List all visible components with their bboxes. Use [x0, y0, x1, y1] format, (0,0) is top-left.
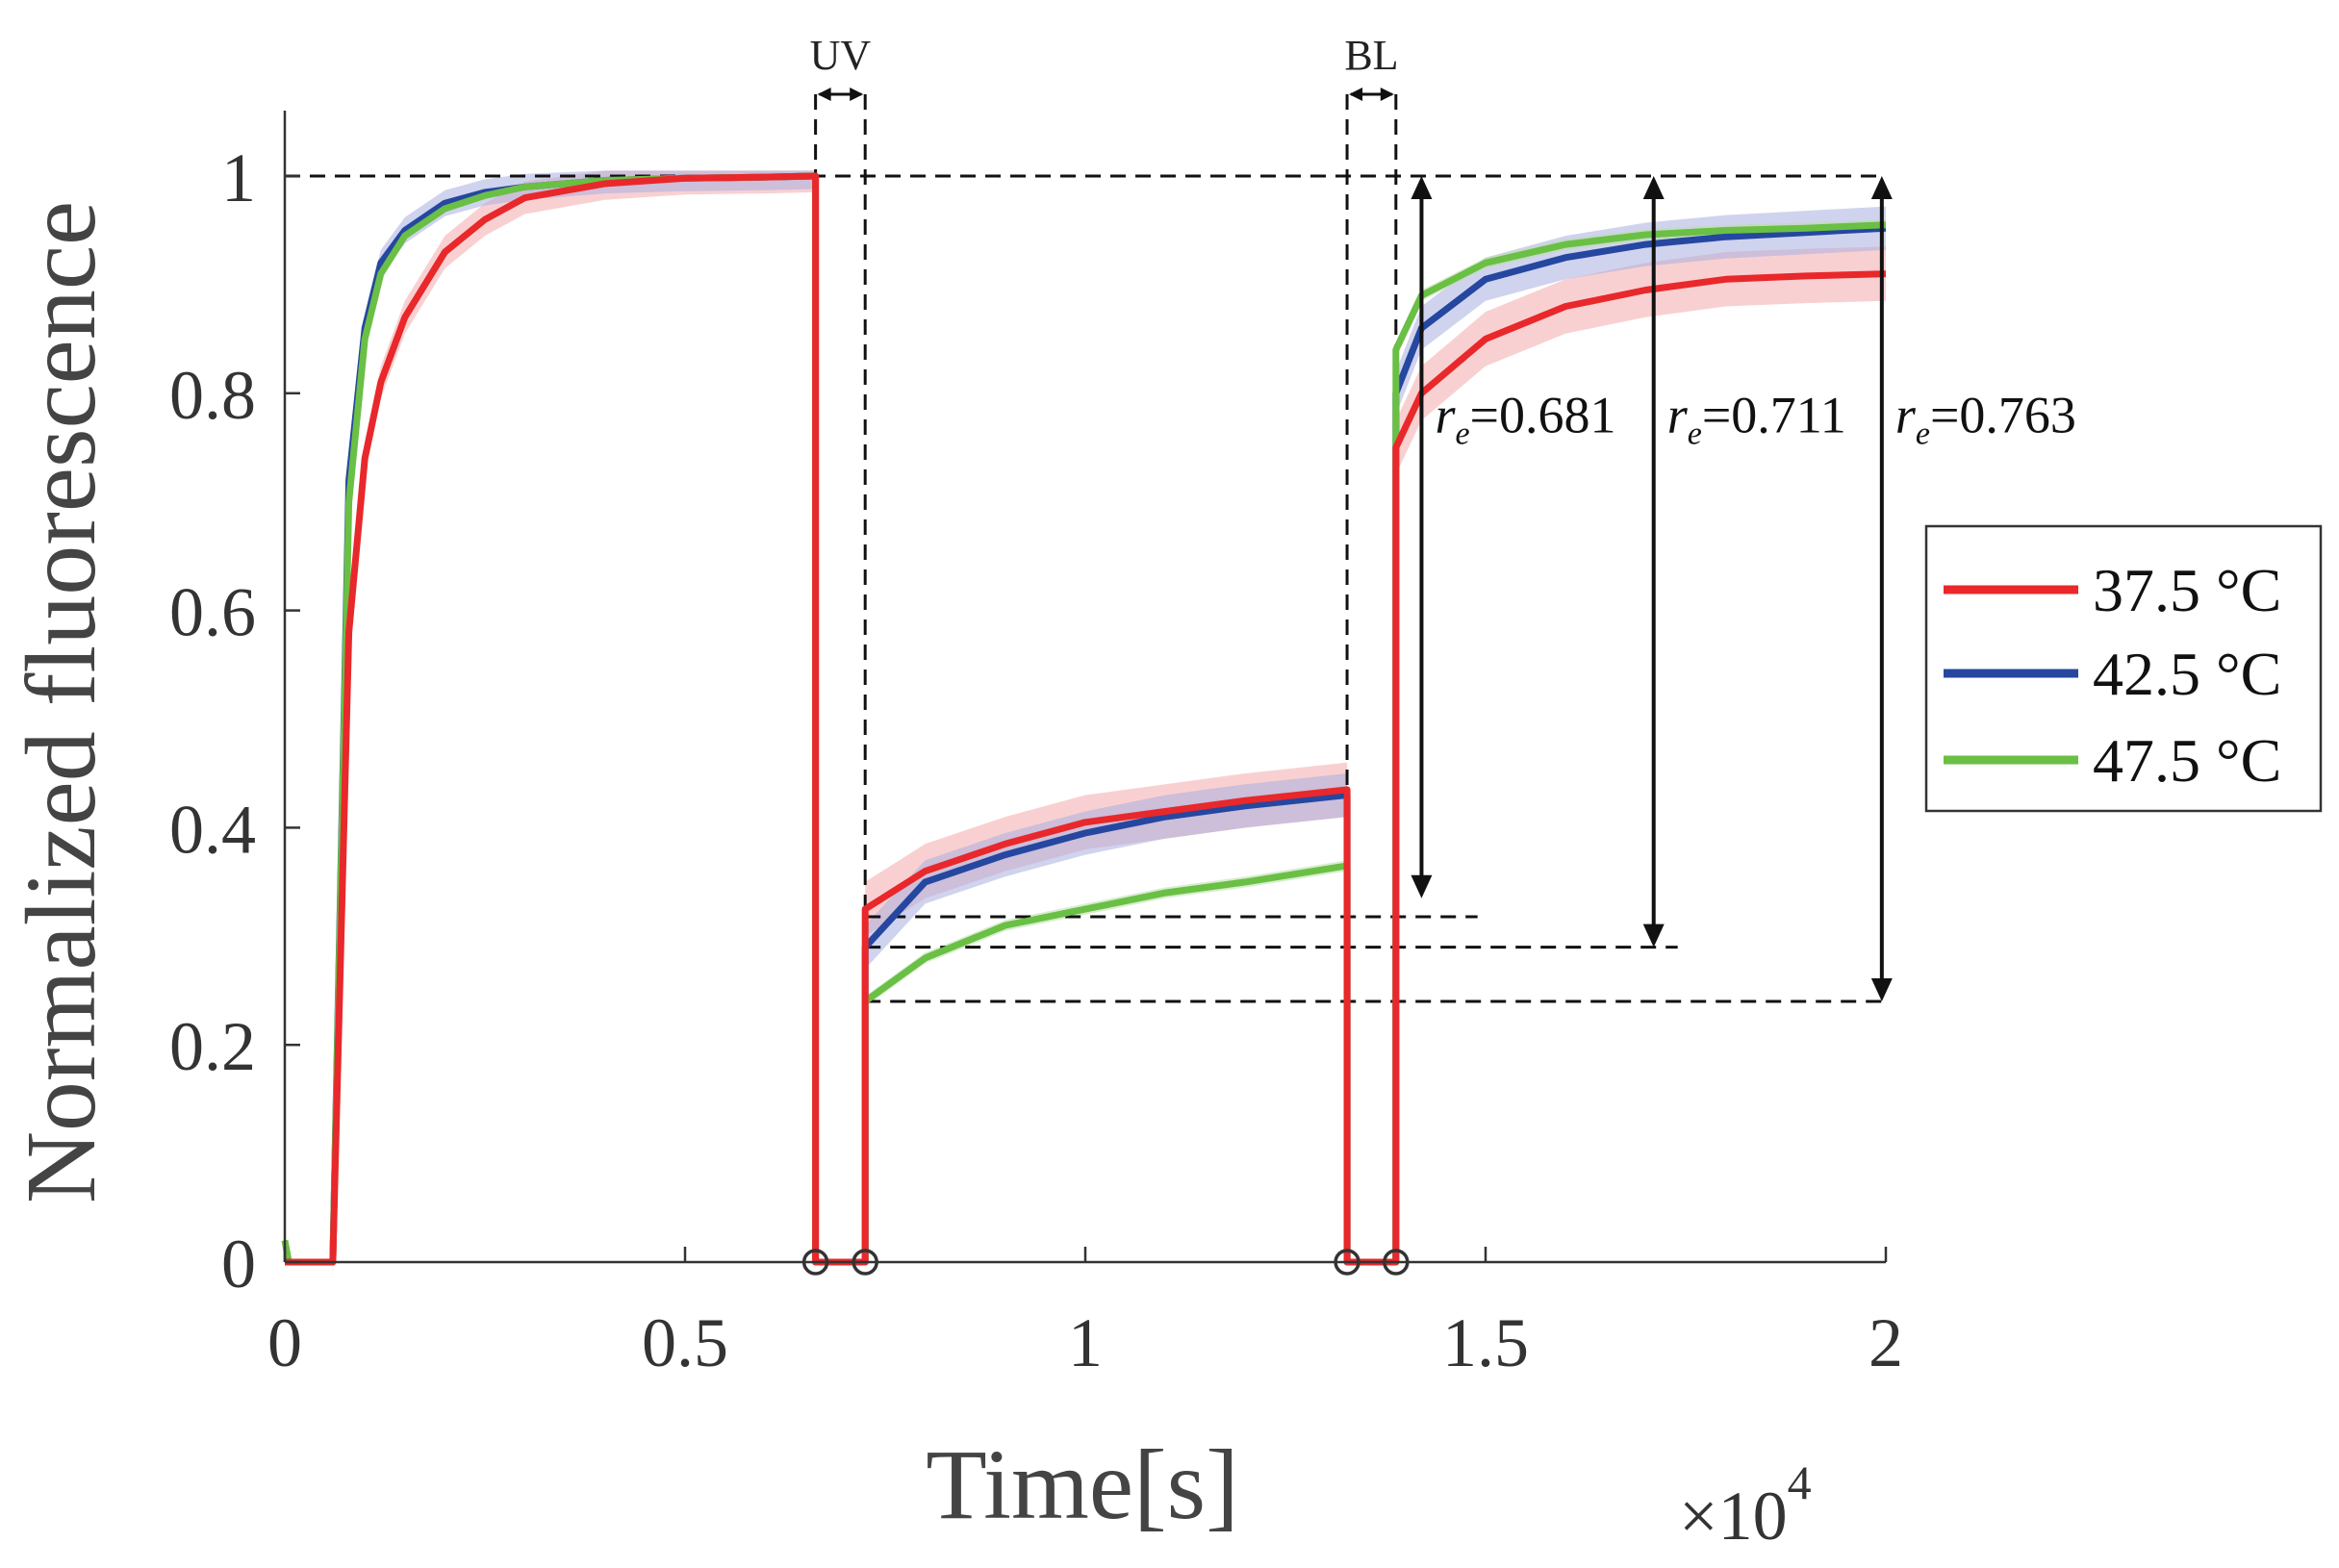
- band-0-0: [332, 170, 816, 1278]
- r-label-0: re=0.681: [1435, 386, 1615, 451]
- phase-label-0: UV: [810, 32, 872, 79]
- r-arrowhead-bottom-0: [1411, 874, 1433, 898]
- phase-arrowhead-left-1: [1349, 88, 1363, 101]
- r-subscript-0: e: [1455, 416, 1469, 451]
- series-line-2: [281, 172, 1887, 1266]
- r-value-2: =0.763: [1930, 386, 2076, 443]
- x-scale-exponent: 4: [1788, 1455, 1812, 1509]
- x-tick-label-3: 1.5: [1442, 1304, 1529, 1381]
- r-subscript-2: e: [1916, 416, 1930, 451]
- x-tick-label-2: 1: [1068, 1304, 1103, 1381]
- series-lines: [281, 172, 1887, 1266]
- y-tick-label-1: 0.2: [169, 1008, 256, 1085]
- y-tick-label-4: 0.8: [169, 357, 256, 434]
- r-arrowhead-top-0: [1411, 176, 1433, 199]
- axes: 0 0.5 1 1.5 2 0 0.2 0.4 0.6 0.8 1: [169, 111, 1903, 1381]
- x-tick-label-0: 0: [267, 1304, 302, 1381]
- y-tick-label-2: 0.4: [169, 791, 256, 868]
- r-symbol-1: r: [1667, 386, 1689, 443]
- y-tick-label-5: 1: [221, 139, 256, 216]
- r-subscript-1: e: [1688, 416, 1702, 451]
- y-tick-label-0: 0: [221, 1226, 256, 1302]
- r-symbol-0: r: [1435, 386, 1456, 443]
- y-tick-label-3: 0.6: [169, 574, 256, 651]
- phase-arrowhead-right-1: [1380, 88, 1394, 101]
- r-value-0: =0.681: [1470, 386, 1616, 443]
- x-scale-factor: ×104: [1679, 1455, 1812, 1555]
- band-1-0: [332, 170, 816, 1276]
- phase-arrowhead-right-0: [850, 88, 864, 101]
- x-tick-label-4: 2: [1869, 1304, 1903, 1381]
- r-arrowhead-bottom-2: [1870, 978, 1893, 1002]
- legend-label-2: 47.5 °C: [2093, 726, 2281, 795]
- y-axis-title: Normalized fluorescence: [6, 201, 116, 1203]
- series-line-0: [285, 172, 1887, 1266]
- x-tick-label-1: 0.5: [642, 1304, 728, 1381]
- r-arrowhead-bottom-1: [1642, 923, 1665, 948]
- phase-label-1: BL: [1344, 32, 1398, 79]
- r-label-2: re=0.763: [1895, 386, 2076, 451]
- r-arrowhead-top-2: [1870, 176, 1893, 199]
- r-arrowhead-top-1: [1642, 176, 1665, 199]
- legend-label-0: 37.5 °C: [2093, 556, 2281, 624]
- r-symbol-2: r: [1895, 386, 1917, 443]
- band-2-0: [332, 172, 816, 1266]
- x-scale-base: ×10: [1679, 1478, 1788, 1555]
- band-0-2: [1395, 246, 1886, 475]
- phase-arrowhead-left-0: [817, 88, 831, 101]
- legend-label-1: 42.5 °C: [2093, 640, 2281, 708]
- r-label-1: re=0.711: [1667, 386, 1846, 451]
- x-axis-title: Time[s]: [926, 1429, 1239, 1540]
- legend: 37.5 °C 42.5 °C 47.5 °C: [1924, 524, 2323, 813]
- r-value-1: =0.711: [1702, 386, 1846, 443]
- band-1-1: [865, 773, 1348, 970]
- series-line-1: [285, 172, 1887, 1266]
